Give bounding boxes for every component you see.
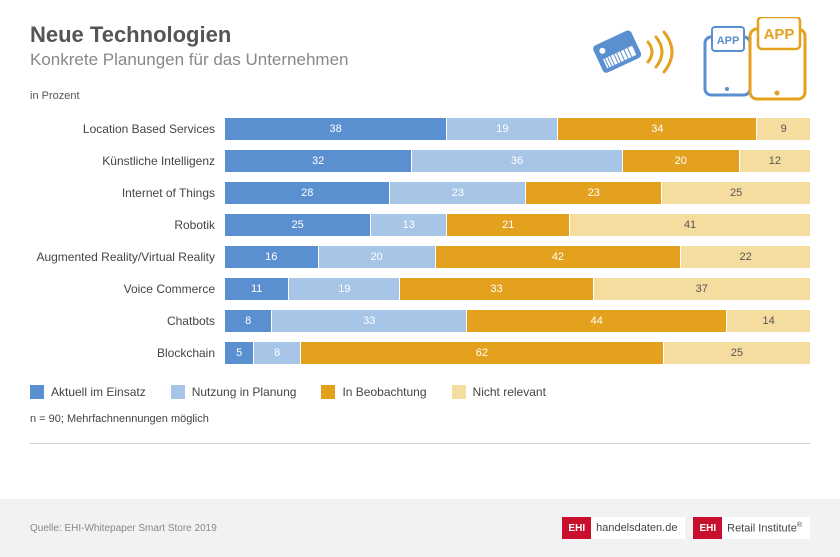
bar-segment: 28: [225, 182, 390, 204]
row-label: Location Based Services: [30, 122, 225, 136]
row-label: Augmented Reality/Virtual Reality: [30, 250, 225, 264]
legend-label: In Beobachtung: [342, 385, 426, 399]
bar-segment: 23: [390, 182, 526, 204]
badge-ehi-prefix: EHI: [562, 517, 591, 539]
bar-segment: 62: [301, 342, 664, 364]
svg-text:APP: APP: [764, 26, 795, 43]
bar: 11193337: [225, 278, 810, 300]
app-phones-icon: APP APP: [700, 17, 810, 102]
bar-segment: 32: [225, 150, 412, 172]
legend-item: Nicht relevant: [452, 385, 546, 399]
bar-segment: 36: [412, 150, 623, 172]
bar-segment: 22: [681, 246, 810, 268]
legend-swatch: [321, 385, 335, 399]
badge-handelsdaten: EHI handelsdaten.de: [562, 517, 685, 539]
chart-row: Chatbots8334414: [30, 309, 810, 333]
bar: 16204222: [225, 246, 810, 268]
badge-ehi-prefix: EHI: [693, 517, 722, 539]
bar-segment: 41: [570, 214, 810, 236]
bar-segment: 33: [272, 310, 467, 332]
bar-segment: 25: [662, 182, 810, 204]
row-label: Robotik: [30, 218, 225, 232]
footer-bar: Quelle: EHI-Whitepaper Smart Store 2019 …: [0, 499, 840, 557]
legend-swatch: [30, 385, 44, 399]
bar-segment: 5: [225, 342, 254, 364]
bar-segment: 14: [727, 310, 810, 332]
header-icons: APP APP: [590, 17, 810, 102]
chart-row: Internet of Things28232325: [30, 181, 810, 205]
legend: Aktuell im Einsatz Nutzung in Planung In B…: [30, 385, 810, 399]
bar-segment: 23: [526, 182, 662, 204]
bar: 32362012: [225, 150, 810, 172]
bar-segment: 34: [558, 118, 757, 140]
bar-segment: 42: [436, 246, 682, 268]
chart-row: Blockchain586225: [30, 341, 810, 365]
legend-swatch: [452, 385, 466, 399]
legend-item: In Beobachtung: [321, 385, 426, 399]
bar-segment: 25: [225, 214, 371, 236]
badge-retail-institute: EHI Retail Institute®: [693, 517, 810, 539]
bar: 28232325: [225, 182, 810, 204]
bar: 8334414: [225, 310, 810, 332]
row-label: Internet of Things: [30, 186, 225, 200]
bar-segment: 11: [225, 278, 289, 300]
bar-segment: 21: [447, 214, 570, 236]
bar-segment: 33: [400, 278, 593, 300]
legend-item: Aktuell im Einsatz: [30, 385, 146, 399]
legend-swatch: [171, 385, 185, 399]
row-label: Voice Commerce: [30, 282, 225, 296]
chart-row: Robotik25132141: [30, 213, 810, 237]
bar: 3819349: [225, 118, 810, 140]
badge-text: handelsdaten.de: [591, 522, 685, 534]
bar-segment: 16: [225, 246, 319, 268]
bar-segment: 38: [225, 118, 447, 140]
bar-segment: 37: [594, 278, 810, 300]
header: Neue Technologien Konkrete Planungen für…: [30, 22, 810, 70]
bar-segment: 19: [289, 278, 400, 300]
legend-label: Nutzung in Planung: [192, 385, 297, 399]
stacked-bar-chart: Location Based Services3819349Künstliche…: [30, 117, 810, 365]
bar: 25132141: [225, 214, 810, 236]
chart-container: Neue Technologien Konkrete Planungen für…: [0, 0, 840, 557]
bar-segment: 8: [225, 310, 272, 332]
bar: 586225: [225, 342, 810, 364]
row-label: Chatbots: [30, 314, 225, 328]
row-label: Blockchain: [30, 346, 225, 360]
bar-segment: 13: [371, 214, 447, 236]
row-label: Künstliche Intelligenz: [30, 154, 225, 168]
bar-segment: 12: [740, 150, 810, 172]
source-text: Quelle: EHI-Whitepaper Smart Store 2019: [30, 523, 562, 534]
badge-text: Retail Institute®: [722, 522, 810, 535]
bar-segment: 8: [254, 342, 301, 364]
legend-label: Aktuell im Einsatz: [51, 385, 146, 399]
svg-text:APP: APP: [717, 35, 740, 47]
footer-badges: EHI handelsdaten.de EHI Retail Institute…: [562, 517, 810, 539]
bar-segment: 44: [467, 310, 727, 332]
footnote: n = 90; Mehrfachnennungen möglich: [30, 413, 810, 444]
chart-row: Künstliche Intelligenz32362012: [30, 149, 810, 173]
bar-segment: 20: [319, 246, 436, 268]
rfid-tag-icon: [590, 22, 680, 97]
legend-item: Nutzung in Planung: [171, 385, 297, 399]
bar-segment: 25: [664, 342, 810, 364]
chart-row: Augmented Reality/Virtual Reality1620422…: [30, 245, 810, 269]
chart-row: Voice Commerce11193337: [30, 277, 810, 301]
bar-segment: 20: [623, 150, 740, 172]
bar-segment: 9: [757, 118, 810, 140]
chart-row: Location Based Services3819349: [30, 117, 810, 141]
bar-segment: 19: [447, 118, 558, 140]
legend-label: Nicht relevant: [473, 385, 546, 399]
